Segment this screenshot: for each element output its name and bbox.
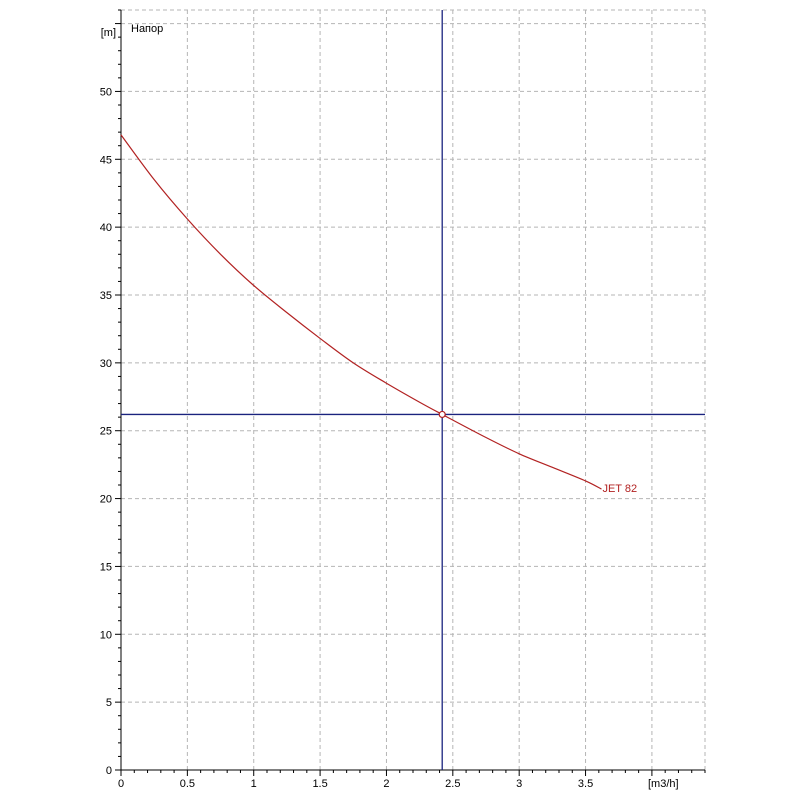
y-tick-label: 50: [100, 86, 112, 98]
y-tick-label: 20: [100, 494, 112, 506]
y-tick-label: 15: [100, 561, 112, 573]
x-axis-label: [m3/h]: [648, 778, 679, 790]
x-tick-label: 3.5: [578, 778, 593, 790]
series-line-jet-82: [120, 134, 602, 490]
series: JET 82: [120, 134, 637, 495]
y-tick-label: 0: [106, 765, 112, 777]
plot-area: [121, 10, 705, 770]
y-tick-label: 10: [100, 629, 112, 641]
grid: [121, 9, 706, 770]
series-label: JET 82: [602, 483, 637, 495]
x-tick-label: 3: [516, 778, 522, 790]
operating-point-marker[interactable]: [438, 410, 446, 419]
y-tick-label: 35: [100, 290, 112, 302]
chart-title: Напор: [131, 23, 163, 35]
y-axis-label: [m]: [101, 27, 116, 39]
y-tick-label: 25: [100, 426, 112, 438]
y-tick-label: 5: [106, 697, 112, 709]
y-tick-label: 30: [100, 358, 112, 370]
y-axis-ticks: 0 5 10 15 20 25 30 35 40 45 50: [100, 86, 112, 777]
x-tick-label: 2.5: [445, 778, 460, 790]
x-tick-label: 1: [251, 778, 257, 790]
x-tick-label: 0.5: [180, 778, 195, 790]
x-tick-label: 1.5: [312, 778, 327, 790]
x-tick-label: 2: [383, 778, 389, 790]
crosshair[interactable]: [121, 10, 705, 770]
x-axis-ticks: 0 0.5 1 1.5 2 2.5 3 3.5: [118, 778, 593, 790]
x-tick-label: 0: [118, 778, 124, 790]
y-tick-label: 40: [100, 222, 112, 234]
y-tick-label: 45: [100, 154, 112, 166]
